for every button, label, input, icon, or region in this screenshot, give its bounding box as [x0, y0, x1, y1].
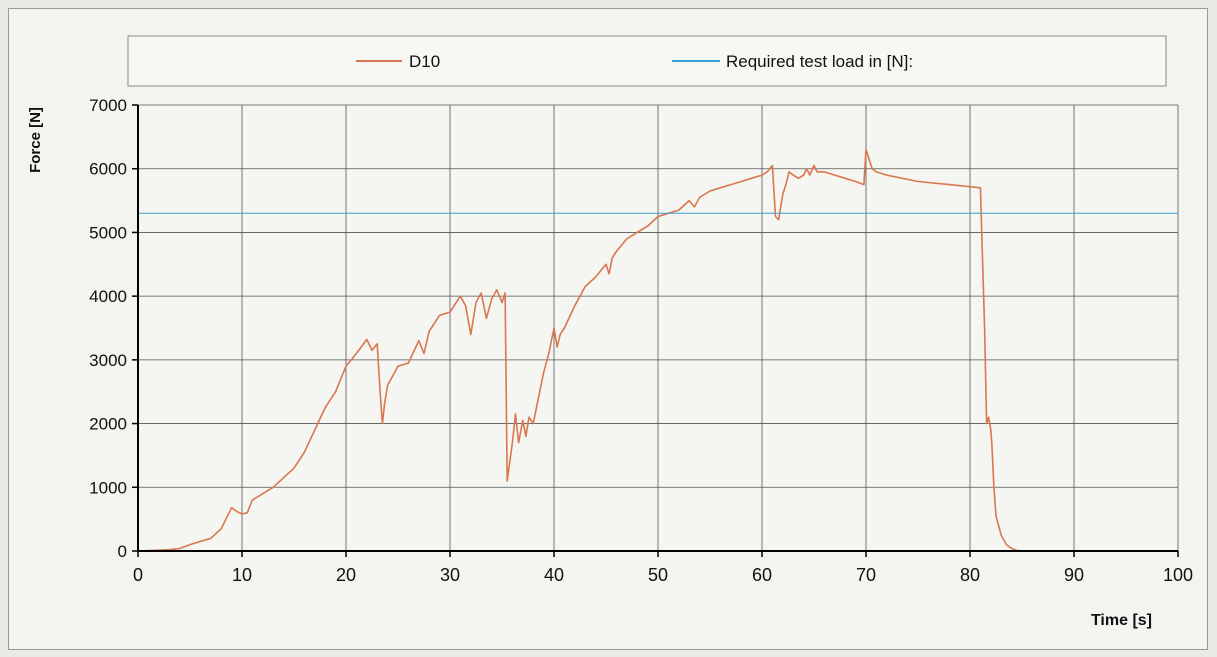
- x-tick-label-90: 90: [1064, 565, 1084, 585]
- x-tick-label-30: 30: [440, 565, 460, 585]
- legend: D10 Required test load in [N]:: [356, 52, 913, 71]
- x-axis-label: Time [s]: [1091, 612, 1152, 629]
- legend-label-1: Required test load in [N]:: [726, 52, 913, 71]
- y-tick-label-4000: 4000: [89, 287, 127, 306]
- y-tick-label-6000: 6000: [89, 160, 127, 179]
- legend-label-0: D10: [409, 52, 440, 71]
- x-tick-label-100: 100: [1163, 565, 1193, 585]
- y-tick-label-5000: 5000: [89, 223, 127, 242]
- x-tick-label-60: 60: [752, 565, 772, 585]
- x-tick-label-80: 80: [960, 565, 980, 585]
- x-tick-label-50: 50: [648, 565, 668, 585]
- y-tick-label-3000: 3000: [89, 351, 127, 370]
- x-tick-label-10: 10: [232, 565, 252, 585]
- x-tick-label-70: 70: [856, 565, 876, 585]
- x-tick-label-0: 0: [133, 565, 143, 585]
- y-tick-label-2000: 2000: [89, 415, 127, 434]
- legend-box: [127, 35, 1167, 87]
- series-line-0: [137, 148, 1178, 552]
- x-tick-label-20: 20: [336, 565, 356, 585]
- series-group: [137, 148, 1178, 552]
- y-axis-label: Force [N]: [27, 107, 44, 173]
- y-tick-label-1000: 1000: [89, 478, 127, 497]
- y-tick-label-0: 0: [118, 542, 127, 561]
- x-tick-label-40: 40: [544, 565, 564, 585]
- axes: 0 10 20 30 40 50 60 70 80 90 100010002000300040005…: [89, 96, 1193, 585]
- y-tick-label-7000: 7000: [89, 96, 127, 115]
